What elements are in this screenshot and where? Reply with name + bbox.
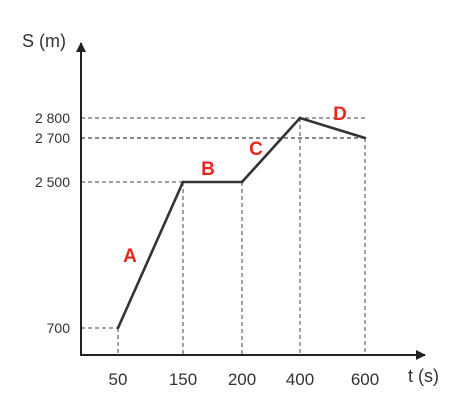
segment-label-A: A (123, 246, 137, 267)
x-tick-label-600: 600 (351, 370, 379, 389)
segment-label-D: D (333, 104, 347, 125)
y-axis-title: S (m) (22, 31, 66, 51)
segment-label-B: B (201, 159, 215, 180)
tick-labels: 50 150 200 400 600 700 2 500 2 700 2 800 (35, 110, 379, 389)
x-tick-label-50: 50 (109, 370, 128, 389)
segment-C (240, 116, 302, 184)
x-tick-label-150: 150 (169, 370, 197, 389)
x-tick-label-400: 400 (286, 370, 314, 389)
y-tick-label-2800: 2 800 (35, 110, 70, 126)
segment-label-C: C (249, 139, 263, 160)
y-tick-label-2700: 2 700 (35, 130, 70, 146)
x-tick-label-200: 200 (228, 370, 256, 389)
segment-A (116, 180, 185, 330)
axes (76, 42, 426, 360)
guide-lines (81, 117, 366, 355)
x-axis-title: t (s) (408, 366, 439, 386)
y-tick-label-700: 700 (47, 320, 71, 336)
segment-labels: A B C D (123, 104, 347, 267)
data-line (116, 116, 367, 330)
y-tick-label-2500: 2 500 (35, 174, 70, 190)
segment-D (298, 116, 367, 140)
